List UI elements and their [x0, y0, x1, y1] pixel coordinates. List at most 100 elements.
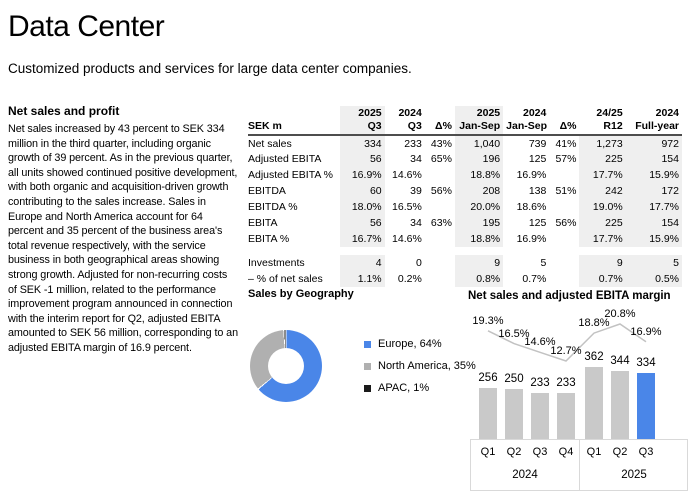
axis-group-box — [580, 439, 688, 491]
cell-value: 225 — [579, 151, 626, 167]
cell-value: 172 — [625, 183, 682, 199]
quarter-label: Q1 — [586, 446, 602, 458]
cell-value: 0.2% — [397, 273, 422, 285]
legend-swatch-icon — [364, 384, 371, 392]
cell-value: 138 — [528, 185, 547, 197]
table-spacer — [248, 247, 682, 255]
bar — [531, 392, 549, 439]
column-header: 2025 Q3 — [340, 106, 385, 135]
cell-value: 65% — [430, 153, 452, 165]
cell-value: 154 — [625, 215, 682, 231]
cell-value: 16.9% — [516, 169, 547, 181]
cell-value: 1,040 — [454, 135, 504, 151]
table-row: EBITA 56 34 63% 195 125 56% 225 154 — [248, 215, 682, 231]
quarter-label: Q2 — [506, 446, 522, 458]
legend-label: APAC, 1% — [378, 382, 430, 394]
cell-value: 154 — [625, 151, 682, 167]
cell-value: 1.1% — [340, 271, 385, 287]
row-label: Adjusted EBITA — [248, 153, 322, 165]
row-label: Adjusted EBITA % — [248, 169, 334, 181]
cell-value: 43% — [430, 137, 452, 150]
column-header: Δ% — [435, 120, 452, 132]
table-row: EBITDA % 18.0% 16.5% 20.0% 18.6% 19.0% 17.7% — [248, 199, 682, 215]
bar-value-label: 256 — [478, 372, 498, 385]
legend-item: APAC, 1% — [364, 382, 476, 394]
geo-chart-title: Sales by Geography — [248, 288, 354, 300]
cell-value — [549, 199, 579, 215]
cell-value: 0 — [415, 257, 422, 269]
cell-value: 17.7% — [625, 199, 682, 215]
margin-line — [487, 323, 647, 362]
cell-value: 18.6% — [516, 201, 547, 213]
column-header: 24/25 R12 — [596, 107, 623, 132]
unit-label: SEK m — [248, 120, 282, 132]
cell-value: 56% — [555, 217, 577, 229]
bar-value-label: 344 — [610, 354, 630, 367]
table-row: Net sales 334 233 43% 1,040 739 41% 1,273 972 — [248, 135, 682, 151]
cell-value: 51% — [555, 185, 577, 197]
cell-value: 14.6% — [392, 233, 422, 245]
legend-item: North America, 35% — [364, 360, 476, 372]
cell-value — [425, 255, 455, 271]
cell-value: 18.8% — [454, 167, 504, 183]
row-label: Net sales — [248, 137, 292, 150]
table-row: Adjusted EBITA 56 34 65% 196 125 57% 225 154 — [248, 151, 682, 167]
cell-value: 34 — [410, 153, 422, 165]
cell-value: 20.0% — [454, 199, 504, 215]
financial-table: SEK m 2025 Q3 2024 Q3 Δ% 2025 Jan-Sep 2024 Jan-Se… — [248, 106, 682, 287]
cell-value: 16.7% — [340, 231, 385, 247]
table-row: Investments 4 0 9 5 9 5 — [248, 255, 682, 271]
cell-value — [549, 231, 579, 247]
cell-value: 56 — [340, 151, 385, 167]
quarter-label: Q1 — [480, 446, 496, 458]
bar-chart-plot: 256 250 233 233 362 344 334 19.3% 16.5% 14.6% 12.7… — [468, 305, 688, 495]
cell-value: 334 — [340, 135, 385, 151]
cell-value: 56 — [340, 215, 385, 231]
row-label: EBITDA — [248, 185, 286, 197]
table-row: – % of net sales 1.1% 0.2% 0.8% 0.7% 0.7% 0.5% — [248, 271, 682, 287]
page-subtitle: Customized products and services for lar… — [8, 61, 412, 76]
cell-value: 18.0% — [340, 199, 385, 215]
margin-label: 19.3% — [472, 314, 504, 327]
cell-value: 125 — [528, 217, 547, 229]
cell-value — [549, 167, 579, 183]
cell-value: 17.7% — [579, 167, 626, 183]
cell-value: 56% — [430, 185, 452, 197]
quarter-label: Q4 — [558, 446, 574, 458]
bar-value-label: 334 — [636, 356, 656, 369]
bar-value-label: 233 — [530, 376, 550, 389]
column-header: Δ% — [559, 120, 577, 132]
bar — [637, 372, 655, 439]
cell-value: 195 — [454, 215, 504, 231]
donut-chart — [250, 330, 322, 402]
geo-chart: Europe, 64% North America, 35% APAC, 1% — [250, 330, 476, 404]
geo-legend: Europe, 64% North America, 35% APAC, 1% — [364, 330, 476, 404]
cell-value: 39 — [410, 185, 422, 197]
legend-swatch-icon — [364, 362, 371, 370]
column-header: 2024 Jan-Sep — [506, 107, 547, 132]
row-label: EBITA — [248, 217, 278, 229]
cell-value: 63% — [430, 217, 452, 229]
cell-value: 18.8% — [454, 231, 504, 247]
quarter-label: Q3 — [638, 446, 654, 458]
bar — [611, 370, 629, 439]
narrative-heading: Net sales and profit — [8, 104, 120, 118]
bar — [479, 388, 497, 439]
bar — [557, 392, 575, 439]
cell-value: 19.0% — [579, 199, 626, 215]
narrative-section: Net sales and profit Net sales increased… — [8, 104, 238, 356]
legend-swatch-icon — [364, 340, 371, 348]
cell-value: 41% — [555, 137, 577, 150]
quarter-label: Q3 — [532, 446, 548, 458]
cell-value: 15.9% — [625, 231, 682, 247]
row-label: EBITDA % — [248, 201, 298, 213]
financial-table-body: Net sales 334 233 43% 1,040 739 41% 1,273 972 Adj… — [248, 135, 682, 287]
page-title: Data Center — [8, 10, 165, 43]
legend-label: Europe, 64% — [378, 338, 442, 350]
quarter-label: Q2 — [612, 446, 628, 458]
column-header: 2024 Q3 — [398, 107, 422, 132]
table-row: Adjusted EBITA % 16.9% 14.6% 18.8% 16.9% 17.7… — [248, 167, 682, 183]
narrative-body: Net sales increased by 43 percent to SEK… — [8, 123, 238, 354]
cell-value — [549, 271, 579, 287]
